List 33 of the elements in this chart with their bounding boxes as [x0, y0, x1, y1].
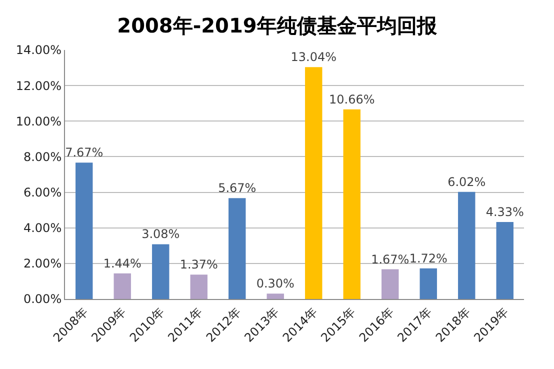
bar: [228, 198, 246, 299]
data-label: 1.67%: [371, 252, 410, 266]
y-tick-label: 0.00%: [23, 292, 62, 306]
bar: [266, 294, 284, 299]
chart-title: 2008年-2019年纯债基金平均回报: [117, 13, 438, 38]
bar: [382, 269, 399, 299]
bar: [114, 273, 131, 299]
y-tick-label: 10.00%: [16, 114, 62, 128]
data-label: 7.67%: [65, 146, 104, 160]
bar: [152, 244, 170, 299]
data-label: 5.67%: [218, 181, 256, 196]
bar: [305, 67, 322, 299]
y-tick-label: 8.00%: [23, 150, 62, 164]
y-tick-label: 6.00%: [23, 185, 62, 200]
data-label: 0.30%: [256, 276, 294, 291]
y-tick-label: 2.00%: [23, 256, 62, 271]
data-label: 6.02%: [448, 174, 486, 189]
bar: [343, 109, 360, 299]
y-tick-label: 4.00%: [23, 221, 62, 236]
y-tick-label: 12.00%: [16, 78, 62, 93]
data-label: 4.33%: [486, 204, 524, 219]
bar: [496, 222, 514, 299]
data-label: 1.37%: [180, 258, 218, 272]
bar: [458, 192, 476, 299]
data-label: 10.66%: [328, 92, 375, 106]
data-label: 13.04%: [290, 50, 337, 64]
bar: [76, 162, 93, 299]
data-label: 1.72%: [409, 251, 448, 266]
data-label: 3.08%: [142, 227, 180, 242]
bar: [190, 274, 208, 299]
data-label: 1.44%: [103, 256, 142, 270]
bar: [420, 268, 437, 299]
y-tick-label: 14.00%: [16, 43, 62, 58]
